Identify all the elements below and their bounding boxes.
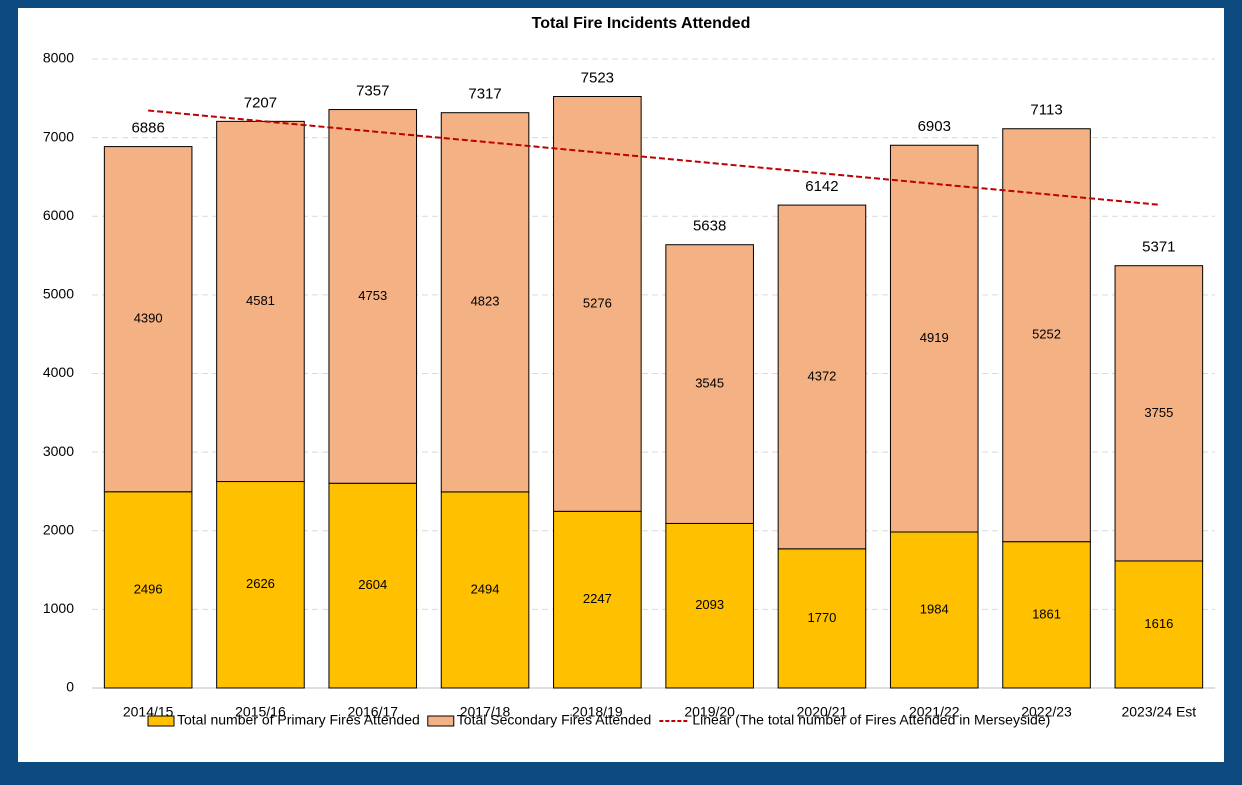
value-label: 1770 [807,610,836,625]
x-tick-label: 2020/21 [797,704,848,720]
x-tick-label: 2015/16 [235,704,286,720]
bar-segment [328,482,418,689]
legend-swatch [147,715,175,727]
x-tick-label: 2017/18 [460,704,511,720]
y-tick-label: 1000 [43,600,74,616]
total-label: 6903 [918,118,951,135]
value-label: 4753 [358,288,387,303]
bar-segment [889,531,979,689]
bar-segment [216,481,305,689]
bar-segment [216,120,305,483]
x-tick-label: 2016/17 [347,704,398,720]
bar-segment [103,491,193,689]
total-label: 7523 [581,69,614,86]
bar-segment [328,109,418,484]
bar-segment [1114,560,1204,689]
bar-segment [777,548,867,689]
value-label: 4919 [920,330,949,345]
total-label: 7113 [1030,102,1062,119]
value-label: 1616 [1144,616,1173,631]
trend-line [148,109,1159,206]
bar-segment [103,146,193,493]
value-label: 2604 [358,577,387,592]
bar-segment [553,96,642,512]
value-label: 5252 [1032,327,1061,342]
y-tick-label: 0 [66,679,74,695]
bar-segment [665,244,754,524]
legend-label: Total number of Primary Fires Attended [177,712,420,728]
y-tick-label: 6000 [43,207,74,223]
bar-segment [440,112,530,493]
x-tick-label: 2021/22 [909,704,960,720]
total-label: 7317 [468,86,501,103]
value-label: 2247 [583,591,612,606]
legend-swatch [427,715,455,727]
bar-segment [1002,541,1091,689]
bar-segment [665,522,754,689]
x-tick-label: 2023/24 Est [1121,704,1196,720]
bar-segment [889,144,979,533]
y-tick-label: 8000 [43,50,74,66]
value-label: 4390 [134,311,163,326]
value-label: 2626 [246,576,275,591]
value-label: 2093 [695,597,724,612]
legend-label: Total Secondary Fires Attended [457,712,652,728]
value-label: 4581 [246,293,275,308]
total-label: 7357 [356,83,389,100]
y-tick-label: 7000 [43,128,74,144]
total-label: 7207 [244,94,277,111]
bar-segment [553,510,642,689]
total-label: 6142 [805,178,838,195]
x-tick-label: 2022/23 [1021,704,1072,720]
value-label: 1861 [1032,606,1061,621]
chart-title: Total Fire Incidents Attended [532,15,751,32]
value-label: 3755 [1144,405,1173,420]
value-label: 4372 [807,368,836,383]
y-tick-label: 2000 [43,521,74,537]
x-tick-label: 2019/20 [684,704,735,720]
total-label: 6886 [131,120,164,137]
y-tick-label: 5000 [43,286,74,302]
x-tick-label: 2018/19 [572,704,623,720]
bar-segment [440,491,530,689]
value-label: 4823 [471,294,500,309]
value-label: 3545 [695,376,724,391]
y-tick-label: 3000 [43,443,74,459]
value-label: 2494 [471,581,500,596]
value-label: 2496 [134,581,163,596]
bar-segment [1114,265,1204,562]
bar-segment [777,204,867,550]
total-label: 5638 [693,218,726,235]
total-label: 5371 [1142,239,1175,256]
legend-label: Linear (The total number of Fires Attend… [692,712,1050,728]
value-label: 1984 [920,601,949,616]
value-label: 5276 [583,295,612,310]
y-tick-label: 4000 [43,364,74,380]
